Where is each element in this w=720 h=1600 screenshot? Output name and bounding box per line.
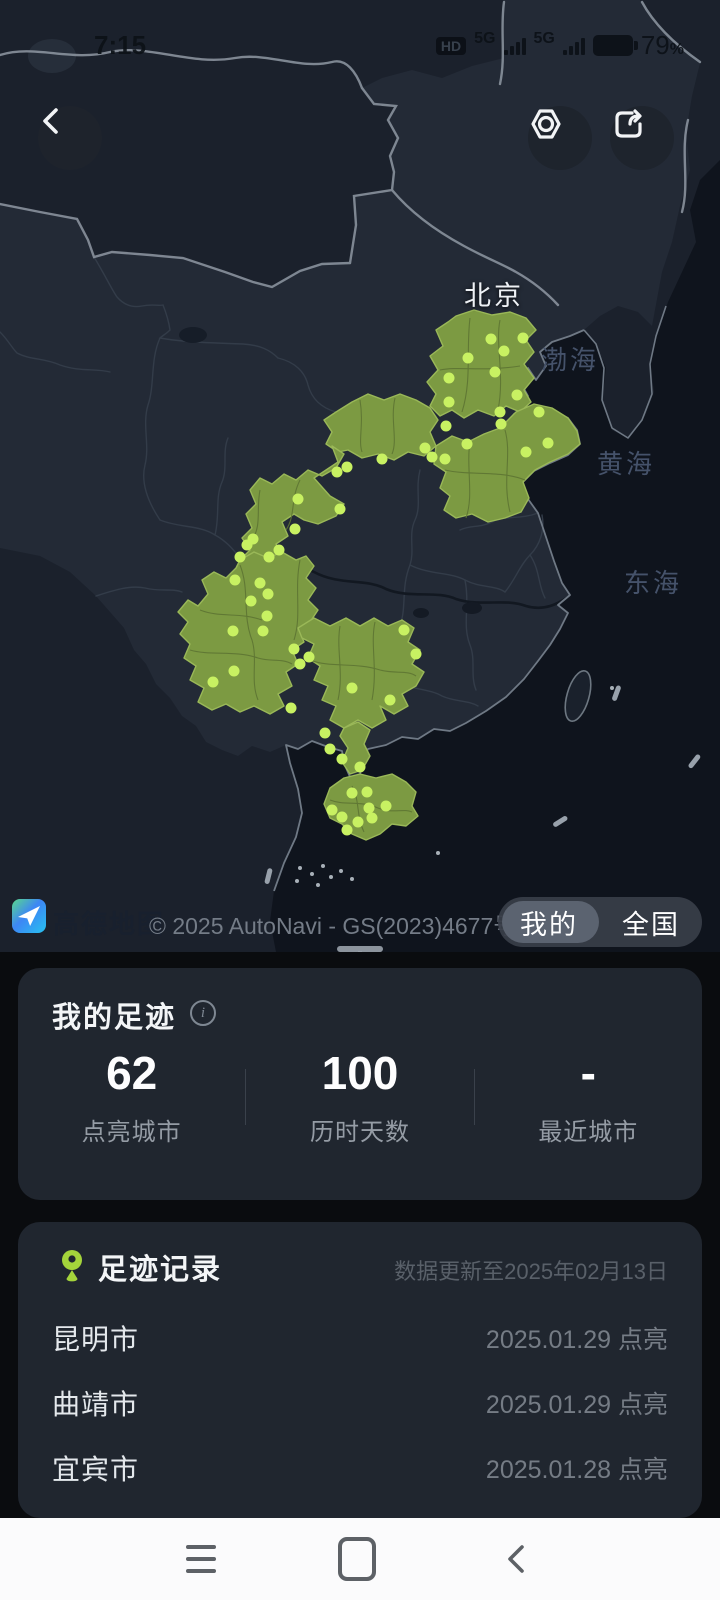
amap-logo-text: 高德地图 bbox=[53, 909, 166, 939]
network-type-label-2: 5G bbox=[533, 29, 555, 47]
nav-back-icon bbox=[508, 1545, 524, 1573]
nav-home-button[interactable] bbox=[317, 1518, 397, 1600]
stat-days: 100 历时天数 bbox=[309, 1047, 410, 1146]
signal-bars-icon-2 bbox=[562, 37, 585, 55]
status-bar: 7:15 HD 5G 5G 79% bbox=[0, 0, 720, 70]
scale-bar bbox=[337, 946, 383, 952]
menu-icon bbox=[186, 1545, 216, 1573]
records-header: 足迹记录 数据更新至2025年02月13日 bbox=[18, 1222, 702, 1300]
nav-menu-button[interactable] bbox=[161, 1518, 241, 1600]
records-title: 足迹记录 bbox=[98, 1254, 223, 1286]
hd-volte-icon: HD bbox=[435, 36, 467, 55]
scope-toggle: 我的 全国 bbox=[498, 897, 702, 947]
records-list: 昆明市 2025.01.29 点亮 曲靖市 2025.01.29 点亮 宜宾市 … bbox=[18, 1304, 702, 1499]
footprints-summary-card: 我的足迹 i 62 点亮城市 100 历时天数 - 最近城市 bbox=[18, 968, 702, 1200]
footprints-title: 我的足迹 bbox=[52, 1002, 177, 1034]
footprint-records-card: 足迹记录 数据更新至2025年02月13日 昆明市 2025.01.29 点亮 … bbox=[18, 1222, 702, 1518]
map-attribution: © 2025 AutoNavi - GS(2023)4677号 bbox=[149, 913, 517, 939]
network-type-label: 5G bbox=[474, 29, 496, 47]
toggle-mine[interactable]: 我的 bbox=[520, 909, 578, 940]
info-icon[interactable]: i bbox=[190, 1000, 216, 1026]
battery-percent: 79% bbox=[640, 30, 684, 60]
battery-icon bbox=[592, 35, 638, 56]
china-footprint-map[interactable]: 北京 渤海 黄海 东海 7:15 HD 5G 5G 79% bbox=[0, 0, 720, 952]
share-icon bbox=[615, 109, 642, 138]
back-icon bbox=[43, 108, 58, 134]
system-nav-bar bbox=[0, 1518, 720, 1600]
back-button[interactable] bbox=[38, 106, 102, 170]
record-row[interactable]: 曲靖市 2025.01.29 点亮 bbox=[52, 1389, 668, 1420]
records-updated: 数据更新至2025年02月13日 bbox=[394, 1259, 668, 1284]
badge-icon bbox=[531, 109, 561, 139]
lit-city-dots bbox=[207, 332, 554, 836]
record-row[interactable]: 宜宾市 2025.01.28 点亮 bbox=[52, 1454, 668, 1485]
dash-line-segments bbox=[264, 685, 701, 884]
badge-button[interactable] bbox=[528, 106, 592, 170]
divider bbox=[245, 1068, 247, 1125]
clock: 7:15 bbox=[94, 30, 147, 60]
signal-bars-icon bbox=[503, 37, 526, 55]
share-button[interactable] bbox=[610, 106, 674, 170]
pin-icon bbox=[62, 1250, 82, 1282]
stat-lit-cities: 62 点亮城市 bbox=[81, 1047, 182, 1146]
toggle-selected-pill bbox=[502, 901, 599, 943]
record-row[interactable]: 昆明市 2025.01.29 点亮 bbox=[52, 1324, 668, 1355]
divider bbox=[473, 1068, 475, 1125]
stats-row: 62 点亮城市 100 历时天数 - 最近城市 bbox=[18, 1046, 702, 1147]
map-canvas bbox=[0, 0, 720, 952]
scale-bar-stem bbox=[358, 951, 362, 952]
nav-back-button[interactable] bbox=[476, 1518, 556, 1600]
stat-recent-city: - 最近城市 bbox=[538, 1047, 639, 1146]
home-square-icon bbox=[338, 1537, 376, 1581]
amap-logo bbox=[12, 899, 46, 933]
toggle-national[interactable]: 全国 bbox=[622, 909, 680, 940]
